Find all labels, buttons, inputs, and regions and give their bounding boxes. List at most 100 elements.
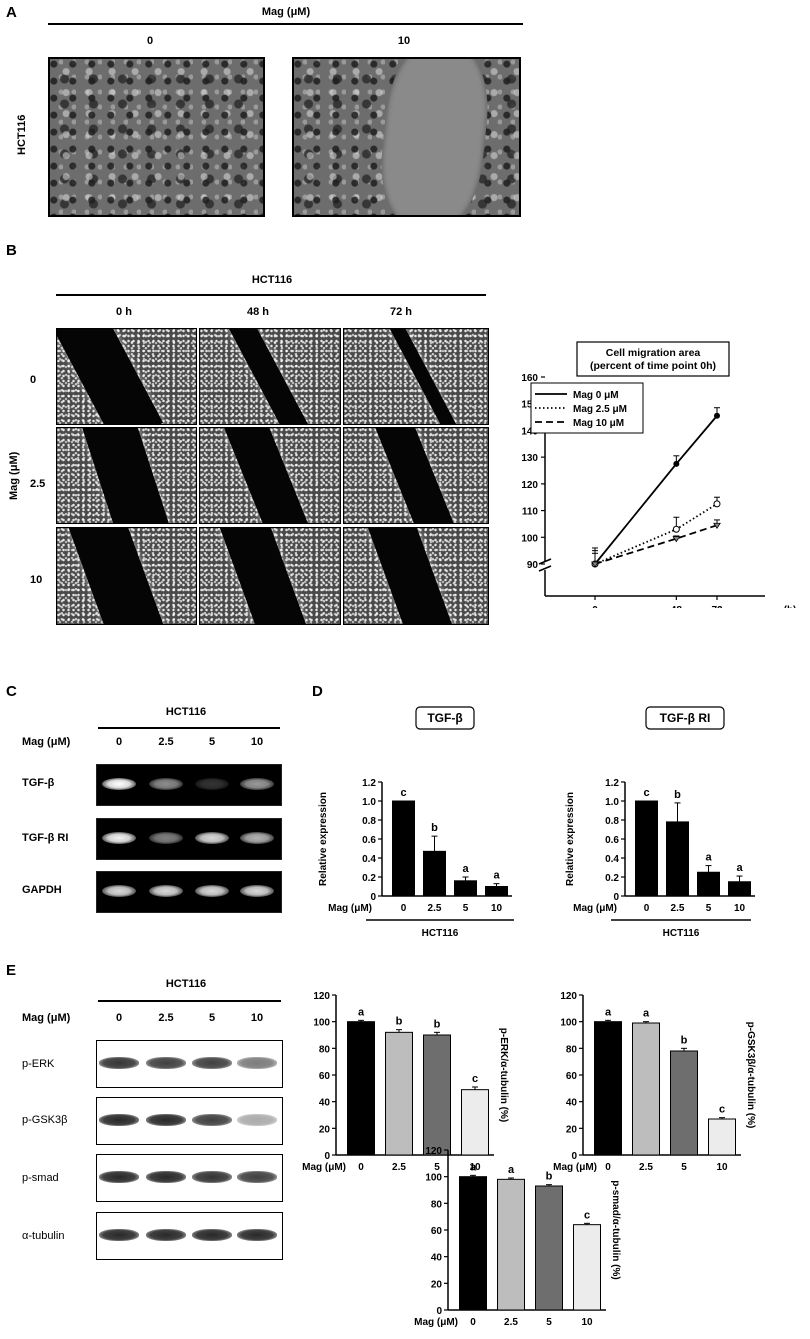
blot-band [237,1114,277,1126]
y-tick-label: 1.2 [362,778,376,789]
y-axis-label: p-ERK/α-tubulin (%) [498,1028,509,1122]
y-tick-label: 120 [560,991,577,1002]
chart-title: TGF-β RI [660,711,711,725]
significance-letter: c [400,787,406,799]
significance-letter: a [358,1006,365,1018]
gel-band [102,778,136,790]
significance-letter: a [643,1008,650,1020]
y-axis-label: p-smad/α-tubulin (%) [610,1180,621,1279]
bar [459,1176,487,1311]
data-point [673,460,680,467]
panel-c-mag-label: Mag (μM) [22,736,71,748]
chart-title-box [415,706,475,730]
scratch-image-mag0-0h [56,328,197,425]
series-line [594,415,718,565]
bar [454,880,477,897]
panel-e-row-psmad: p-smad [22,1172,59,1184]
y-tick-label: 1.2 [605,778,619,789]
bar [573,1224,601,1311]
panel-e-lane-10: 10 [250,1012,264,1024]
y-tick-label: 90 [527,560,539,571]
x-tick-label: 0 [401,903,407,914]
gel-band [195,832,229,844]
significance-letter: b [546,1171,553,1183]
x-tick-label: 10 [469,1162,481,1173]
significance-letter: b [434,1018,441,1030]
y-tick-label: 100 [425,1173,442,1184]
bar [594,1021,622,1156]
group-label: HCT116 [422,928,459,939]
data-point [591,561,599,568]
gel-band [240,885,274,897]
x-tick-label: 0 [592,605,598,608]
y-tick-label: 20 [319,1124,331,1135]
gel-band [195,885,229,897]
bar [485,886,508,897]
legend-label: Mag 2.5 μM [573,404,627,415]
panel-c-header-line [98,727,280,729]
micrograph-mag-0 [48,57,265,217]
panel-c-header: HCT116 [165,706,207,718]
panel-a-header: Mag (μM) [261,6,311,18]
panel-e-header: HCT116 [165,978,207,990]
x-tick-label: 48 [671,605,683,608]
x-tick-label: 5 [546,1317,552,1328]
data-point [714,412,720,419]
y-axis-label: Relative expression [565,792,576,886]
y-tick-label: 0.4 [605,854,619,865]
bar [728,881,751,897]
significance-letter: a [705,852,712,864]
data-point [672,536,681,543]
series-line [594,503,718,565]
x-tick-label: 10 [734,903,746,914]
y-tick-label: 20 [566,1124,578,1135]
panel-e-row-perk: p-ERK [22,1058,55,1070]
y-tick-label: 120 [313,991,330,1002]
y-tick-label: 0 [370,892,376,903]
y-tick-label: 0.4 [362,854,376,865]
y-tick-label: 110 [522,507,539,518]
axis-break-mark [538,558,552,572]
panel-e-letter: E [6,962,17,979]
y-tick-label: 0 [613,892,619,903]
bar [632,1022,660,1156]
panel-e-lane-0: 0 [115,1012,123,1024]
x-tick-label: 2.5 [639,1162,653,1173]
blot-band [237,1057,277,1069]
significance-letter: c [643,787,649,799]
panel-e-header-line [98,1000,281,1002]
panel-e-row-pgsk: p-GSK3β [22,1114,68,1126]
bar [347,1021,375,1156]
y-tick-label: 120 [521,480,538,491]
data-point [713,500,721,508]
y-tick-label: 60 [319,1071,331,1082]
y-tick-label: 0.6 [605,835,619,846]
blot-band [146,1171,186,1183]
scratch-image-mag10-48h [199,527,341,625]
panel-a-row-label: HCT116 [16,114,28,155]
y-tick-label: 100 [521,533,538,544]
gel-band [149,832,183,844]
scratch-image-mag10-72h [343,527,489,625]
y-tick-label: 60 [431,1226,443,1237]
x-tick-label: 72 [711,605,723,608]
x-tick-label: 10 [581,1317,593,1328]
y-tick-label: 100 [313,1018,330,1029]
blot-band [192,1114,232,1126]
panel-e-mag-label: Mag (μM) [22,1012,71,1024]
y-tick-label: 0.8 [605,816,619,827]
y-tick-label: 160 [521,373,538,384]
blot-band [192,1229,232,1241]
panel-a-col-10: 10 [397,35,411,47]
chart-title: TGF-β [427,711,462,725]
blot-band [146,1057,186,1069]
series-line [594,524,718,565]
blot-band [99,1171,139,1183]
y-tick-label: 0.2 [605,873,619,884]
y-tick-label: 140 [521,426,538,437]
chart-title: (percent of time point 0h) [590,360,716,372]
y-tick-label: 80 [566,1044,578,1055]
significance-letter: a [508,1164,515,1176]
gel-band [149,885,183,897]
panel-b-col-72h: 72 h [389,306,413,318]
